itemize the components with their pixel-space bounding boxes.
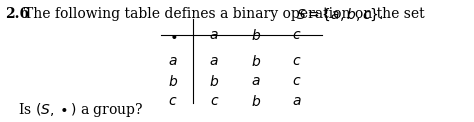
Text: $\bullet$: $\bullet$ (169, 28, 177, 42)
Text: $a$: $a$ (210, 28, 219, 42)
Text: $a$: $a$ (210, 55, 219, 68)
Text: $a$: $a$ (292, 94, 302, 108)
Text: $a$: $a$ (251, 74, 260, 88)
Text: $b$: $b$ (209, 74, 219, 89)
Text: Is $(S,\bullet)$ a group?: Is $(S,\bullet)$ a group? (18, 101, 143, 119)
Text: $c$: $c$ (168, 94, 178, 108)
Text: The following table defines a binary operation on the set: The following table defines a binary ope… (24, 7, 429, 21)
Text: $b$: $b$ (251, 94, 261, 109)
Text: $c$: $c$ (292, 28, 301, 42)
Text: $b$: $b$ (251, 28, 261, 43)
Text: $c$: $c$ (292, 55, 301, 68)
Text: $a$: $a$ (168, 55, 178, 68)
Text: $b$: $b$ (251, 55, 261, 70)
Text: $c$: $c$ (292, 74, 301, 88)
Text: $b$: $b$ (168, 74, 178, 89)
Text: $S=\{a,b,c\}.$: $S=\{a,b,c\}.$ (296, 7, 383, 23)
Text: 2.6: 2.6 (6, 7, 30, 21)
Text: $c$: $c$ (210, 94, 219, 108)
